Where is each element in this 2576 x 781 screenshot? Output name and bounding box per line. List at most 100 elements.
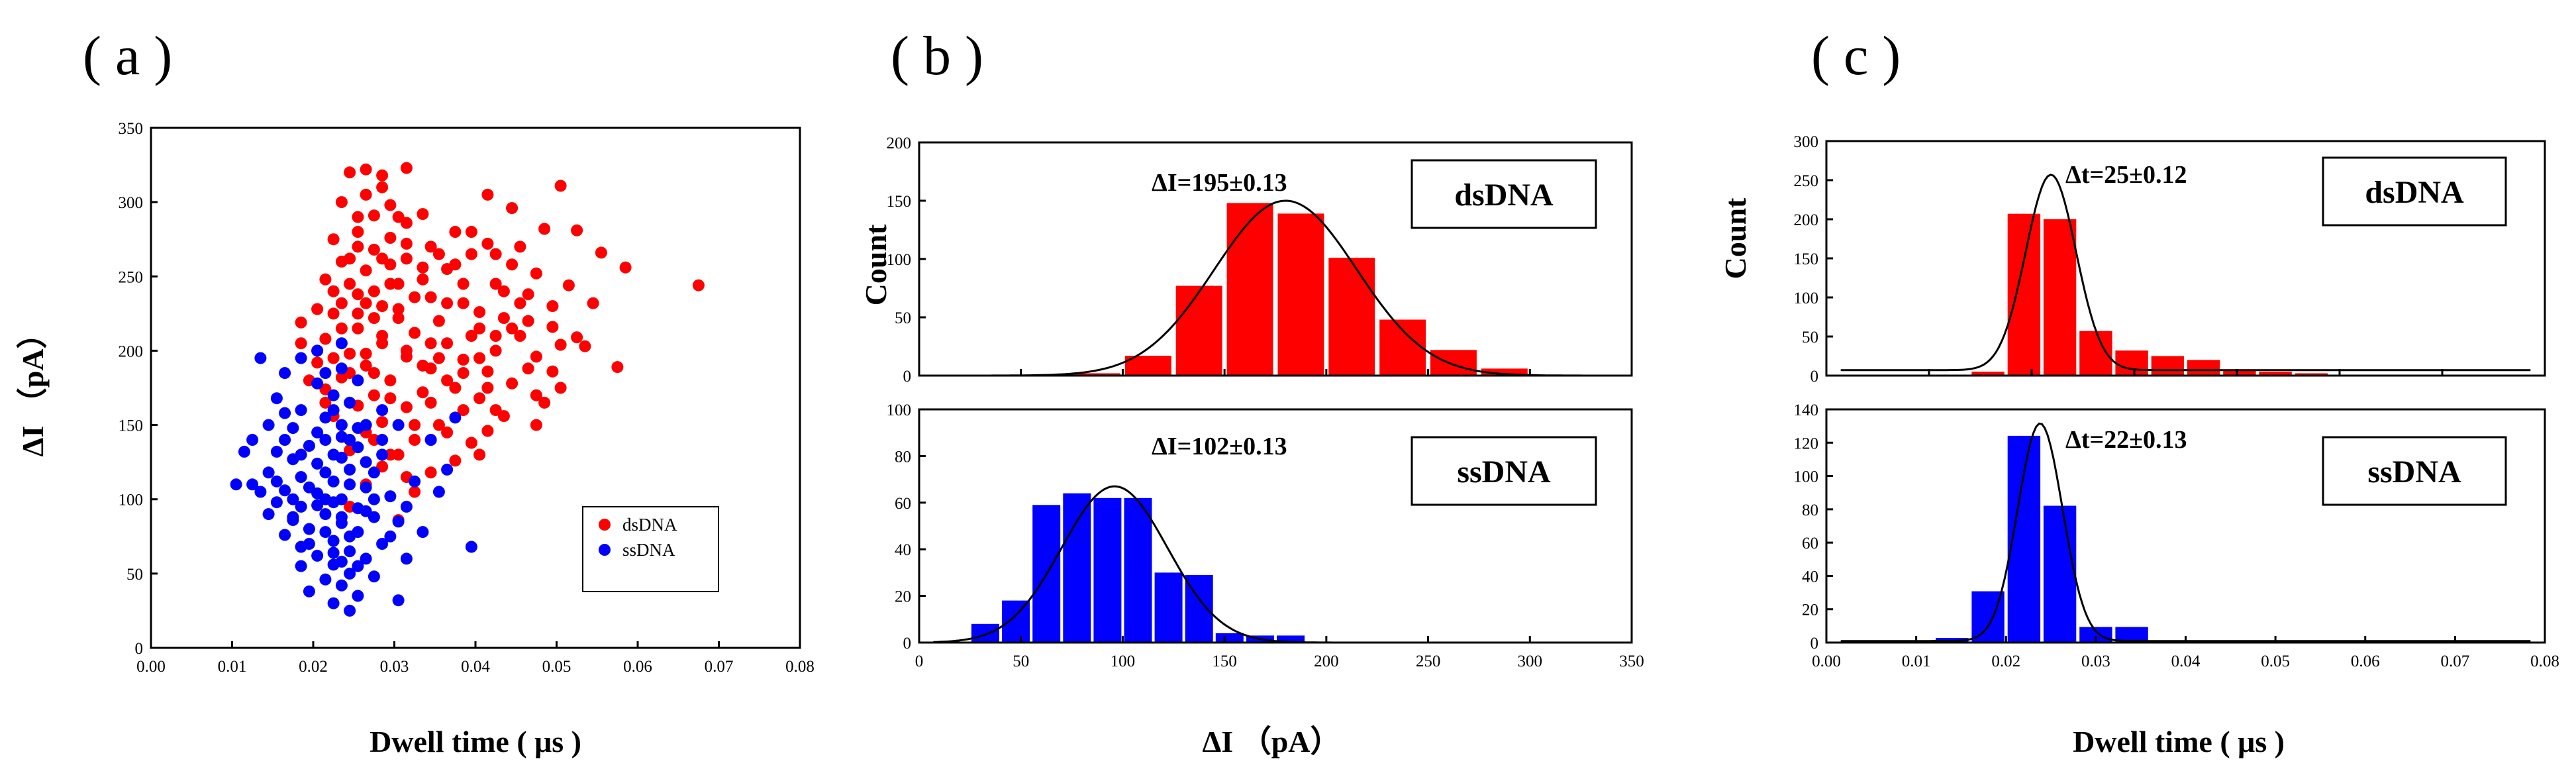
panel-b-top-label-box bbox=[1411, 159, 1597, 229]
x-tick-label: 250 bbox=[1416, 652, 1441, 670]
dsDNA-point bbox=[335, 196, 348, 209]
dsDNA-point bbox=[481, 188, 494, 201]
dsDNA-point bbox=[319, 333, 332, 345]
panel-c-top-subplot: 0 50 100 150 200 250 300 Δt=25±0.12 dsDNA bbox=[1794, 133, 2546, 386]
panel-b-bottom-x-ticks: 0 50 100 150 200 250 300 350 bbox=[915, 636, 1644, 670]
dsDNA-point bbox=[352, 226, 364, 238]
ssDNA-bar bbox=[1063, 493, 1091, 643]
legend-marker-dsDNA bbox=[599, 519, 611, 531]
ssDNA-point bbox=[319, 411, 332, 424]
legend-marker-ssDNA bbox=[599, 544, 611, 556]
dsDNA-point bbox=[465, 330, 477, 342]
dsDNA-point bbox=[368, 389, 380, 401]
dsDNA-point bbox=[489, 344, 502, 357]
dsDNA-point bbox=[481, 237, 494, 250]
ssDNA-point bbox=[311, 499, 324, 511]
dsDNA-point bbox=[311, 356, 324, 369]
panel-a-plot-area bbox=[230, 162, 705, 617]
dsDNA-point bbox=[465, 226, 477, 238]
dsDNA-point bbox=[376, 300, 389, 313]
dsDNA-point bbox=[432, 248, 445, 260]
dsDNA-point bbox=[514, 240, 526, 253]
dsDNA-point bbox=[489, 278, 502, 290]
y-tick-label: 100 bbox=[1794, 468, 1819, 486]
dsDNA-point bbox=[409, 327, 421, 339]
x-tick-label: 300 bbox=[1518, 652, 1543, 670]
dsDNA-point bbox=[368, 367, 380, 380]
ssDNA-bar bbox=[1215, 633, 1244, 643]
ssDNA-bar bbox=[1154, 572, 1183, 643]
dsDNA-bar bbox=[2187, 360, 2220, 376]
dsDNA-point bbox=[595, 246, 607, 259]
dsDNA-point bbox=[376, 416, 389, 429]
dsDNA-point bbox=[432, 352, 445, 364]
panel-b-bottom-plot-area bbox=[933, 485, 1618, 644]
y-tick-label: 20 bbox=[1802, 601, 1818, 619]
y-tick-label: 150 bbox=[1794, 250, 1819, 268]
ssDNA-point bbox=[230, 478, 242, 491]
dsDNA-point bbox=[497, 312, 510, 325]
panel-c-top-x-ticks bbox=[1825, 369, 2546, 376]
dsDNA-point bbox=[514, 297, 526, 309]
panel-c: ( c ) Count Dwell time ( μs ) 0 50 100 150 2… bbox=[1718, 25, 2559, 758]
x-tick-label: 100 bbox=[1111, 652, 1136, 670]
ssDNA-point bbox=[287, 511, 299, 523]
ssDNA-point bbox=[279, 484, 291, 497]
dsDNA-point bbox=[473, 322, 486, 335]
ssDNA-point bbox=[311, 457, 324, 470]
dsDNA-bar bbox=[2223, 370, 2256, 376]
y-tick-label: 60 bbox=[1802, 535, 1818, 552]
dsDNA-point bbox=[392, 303, 405, 315]
ssDNA-point bbox=[295, 352, 307, 364]
ssDNA-point bbox=[352, 441, 364, 454]
ssDNA-point bbox=[344, 463, 356, 476]
ssDNA-bar bbox=[1124, 497, 1152, 643]
ssDNA-point bbox=[335, 451, 348, 464]
y-tick-label: 0 bbox=[135, 640, 144, 658]
ssDNA-point bbox=[319, 466, 332, 479]
dsDNA-point bbox=[409, 486, 421, 498]
ssDNA-point bbox=[392, 515, 405, 528]
ssDNA-point bbox=[335, 555, 348, 568]
x-tick-label: 0.01 bbox=[218, 658, 247, 676]
panel-c-bottom-y-ticks: 0 20 40 60 80 100 120 140 bbox=[1794, 401, 1833, 652]
ssDNA-point bbox=[376, 538, 389, 550]
y-tick-label: 200 bbox=[887, 134, 912, 152]
panel-a-x-ticks: 0.00 0.01 0.02 0.03 0.04 0.05 0.06 0.07 0.08 bbox=[136, 641, 815, 676]
ssDNA-point bbox=[384, 490, 397, 503]
dsDNA-point bbox=[352, 211, 364, 223]
x-tick-label: 0.01 bbox=[1902, 652, 1931, 670]
dsDNA-point bbox=[376, 169, 389, 182]
ssDNA-point bbox=[335, 362, 348, 375]
dsDNA-bar bbox=[2259, 372, 2292, 376]
dsDNA-point bbox=[473, 352, 486, 364]
x-tick-label: 350 bbox=[1619, 652, 1644, 670]
dsDNA-point bbox=[417, 261, 429, 274]
x-tick-label: 0.04 bbox=[461, 658, 490, 676]
y-tick-label: 40 bbox=[1802, 568, 1818, 586]
dsDNA-point bbox=[409, 291, 421, 303]
dsDNA-point bbox=[546, 365, 559, 378]
dsDNA-point bbox=[522, 315, 534, 327]
x-tick-label: 0.02 bbox=[1991, 652, 2020, 670]
dsDNA-point bbox=[360, 163, 372, 176]
dsDNA-point bbox=[473, 392, 486, 405]
ssDNA-point bbox=[352, 560, 364, 572]
dsDNA-point bbox=[587, 297, 599, 309]
dsDNA-point bbox=[400, 401, 413, 413]
dsDNA-point bbox=[579, 340, 591, 352]
x-tick-label: 0.00 bbox=[1812, 652, 1841, 670]
y-tick-label: 140 bbox=[1794, 401, 1819, 419]
dsDNA-point bbox=[327, 307, 340, 320]
ssDNA-point bbox=[449, 411, 462, 424]
panel-c-bottom-label-box bbox=[2322, 436, 2507, 506]
panel-b-x-label: ΔI （pA） bbox=[1202, 725, 1340, 758]
dsDNA-point bbox=[368, 209, 380, 222]
ssDNA-point bbox=[368, 493, 380, 505]
dsDNA-point bbox=[554, 180, 567, 192]
panel-c-top-label-box bbox=[2322, 156, 2507, 227]
x-tick-label: 0.03 bbox=[2081, 652, 2110, 670]
dsDNA-bar bbox=[1430, 350, 1477, 376]
ssDNA-point bbox=[400, 552, 413, 565]
y-tick-label: 60 bbox=[895, 495, 911, 513]
